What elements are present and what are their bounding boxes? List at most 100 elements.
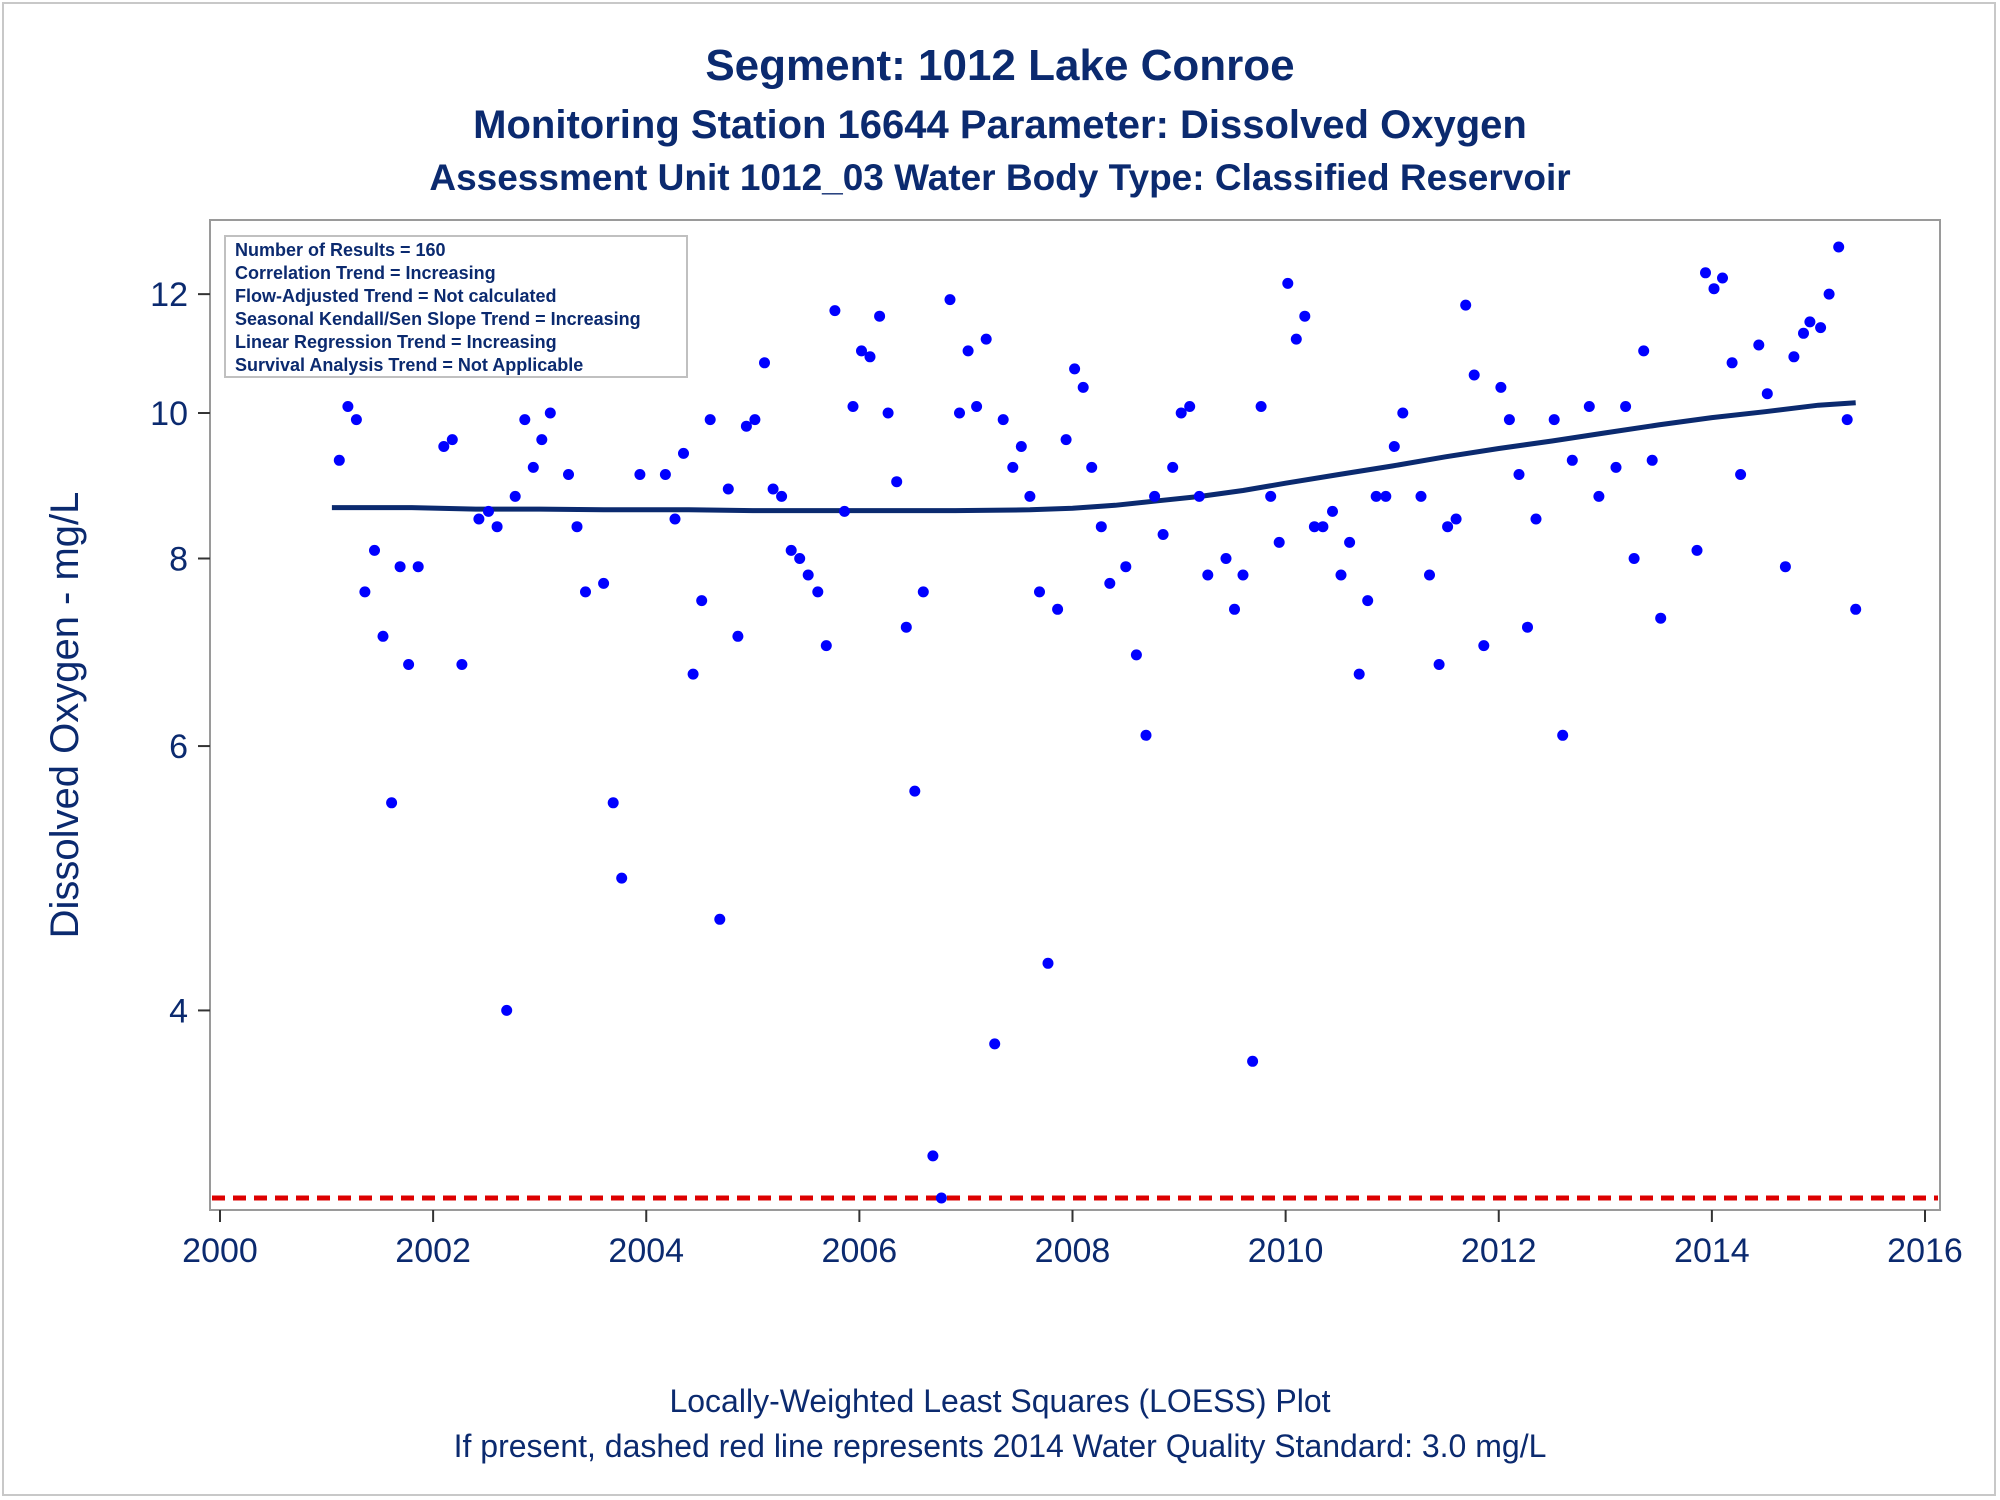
data-point bbox=[820, 640, 832, 652]
data-point bbox=[1220, 553, 1232, 564]
data-point bbox=[1069, 363, 1081, 375]
data-point bbox=[1478, 640, 1490, 652]
x-tick-label: 2000 bbox=[182, 1232, 258, 1270]
data-point bbox=[456, 659, 468, 670]
data-point bbox=[403, 659, 415, 670]
y-axis-label: Dissolved Oxygen - mg/L bbox=[43, 492, 87, 939]
data-point bbox=[980, 333, 992, 345]
data-point bbox=[1691, 544, 1703, 556]
axes: 2000 2002 2004 2006 2008 2010 2012 2014 2016 4 6 8 1… bbox=[150, 276, 1963, 1270]
data-point bbox=[634, 469, 646, 480]
stat-correlation-trend: Correlation Trend = Increasing bbox=[235, 263, 496, 283]
data-point bbox=[776, 490, 788, 502]
data-point bbox=[944, 294, 956, 306]
chart-subtitle-assessment: Assessment Unit 1012_03 Water Body Type:… bbox=[429, 157, 1570, 198]
data-point bbox=[607, 797, 619, 809]
data-point bbox=[438, 441, 450, 452]
x-tick-label: 2006 bbox=[822, 1232, 898, 1270]
data-point bbox=[473, 513, 485, 525]
data-point bbox=[722, 483, 734, 495]
data-point bbox=[1184, 401, 1196, 412]
data-point bbox=[446, 434, 458, 446]
y-tick-label: 12 bbox=[150, 276, 188, 314]
data-point bbox=[1753, 339, 1765, 351]
data-point bbox=[1566, 454, 1578, 466]
data-point bbox=[864, 351, 876, 363]
data-point bbox=[1726, 357, 1738, 369]
data-point bbox=[1841, 414, 1853, 426]
stat-survival-analysis-trend: Survival Analysis Trend = Not Applicable bbox=[235, 355, 583, 375]
x-tick-label: 2008 bbox=[1035, 1232, 1111, 1270]
data-point bbox=[882, 407, 894, 419]
data-point bbox=[678, 447, 689, 459]
data-point bbox=[749, 414, 761, 426]
data-point bbox=[1530, 513, 1542, 525]
data-point bbox=[1779, 561, 1791, 573]
data-point bbox=[1237, 569, 1249, 581]
chart-subtitle-station: Monitoring Station 16644 Parameter: Diss… bbox=[473, 103, 1527, 147]
data-point bbox=[1798, 327, 1809, 339]
data-point bbox=[350, 414, 362, 426]
data-point bbox=[1157, 529, 1169, 540]
x-tick-label: 2002 bbox=[395, 1232, 471, 1270]
data-point bbox=[1086, 461, 1098, 473]
loess-group bbox=[331, 400, 1856, 514]
data-point bbox=[1308, 521, 1320, 533]
data-point bbox=[1282, 277, 1294, 289]
data-point bbox=[1610, 461, 1622, 473]
y-tick-label: 6 bbox=[169, 728, 188, 766]
data-point bbox=[1034, 586, 1045, 598]
data-point bbox=[829, 305, 841, 317]
data-point bbox=[659, 469, 671, 480]
data-point bbox=[1522, 621, 1533, 633]
data-point bbox=[1362, 595, 1374, 607]
data-point bbox=[1717, 272, 1728, 284]
data-point bbox=[536, 434, 548, 446]
data-point bbox=[1815, 322, 1827, 334]
data-point bbox=[1353, 668, 1365, 680]
data-point bbox=[1823, 288, 1835, 300]
data-point bbox=[1024, 490, 1036, 502]
stats-box-frame bbox=[224, 235, 688, 378]
points-group bbox=[326, 241, 1862, 1204]
y-tick-label: 10 bbox=[150, 395, 188, 433]
stat-flow-adjusted-trend: Flow-Adjusted Trend = Not calculated bbox=[235, 286, 557, 306]
data-point bbox=[1708, 283, 1720, 295]
data-point bbox=[954, 407, 965, 419]
data-point bbox=[377, 630, 389, 642]
data-point bbox=[740, 420, 752, 432]
data-point bbox=[580, 586, 591, 598]
data-point bbox=[1433, 659, 1445, 670]
data-point bbox=[1620, 401, 1632, 412]
data-point bbox=[527, 461, 539, 473]
data-point bbox=[1255, 401, 1267, 412]
data-point bbox=[917, 586, 929, 598]
data-point bbox=[1104, 577, 1116, 589]
stat-linear-regression-trend: Linear Regression Trend = Increasing bbox=[235, 332, 557, 352]
data-point bbox=[1655, 612, 1667, 624]
data-point bbox=[563, 469, 574, 480]
data-point bbox=[696, 595, 708, 607]
data-point bbox=[1761, 388, 1773, 400]
chart-title: Segment: 1012 Lake Conroe bbox=[705, 41, 1294, 90]
data-point bbox=[333, 454, 345, 466]
data-point bbox=[900, 621, 912, 633]
data-point bbox=[501, 1004, 513, 1016]
stat-seasonal-kendall-trend: Seasonal Kendall/Sen Slope Trend = Incre… bbox=[235, 309, 641, 329]
data-point bbox=[1583, 401, 1595, 412]
data-point bbox=[483, 505, 494, 517]
data-point bbox=[1120, 561, 1132, 573]
data-point bbox=[891, 476, 903, 488]
data-point bbox=[359, 586, 371, 598]
data-point bbox=[839, 505, 850, 517]
data-point bbox=[1149, 490, 1161, 502]
data-point bbox=[997, 414, 1009, 426]
footnote-standard: If present, dashed red line represents 2… bbox=[454, 1428, 1547, 1464]
plot-area bbox=[209, 219, 1941, 1211]
data-point bbox=[794, 553, 806, 564]
data-point bbox=[1388, 441, 1400, 452]
y-tick-label: 4 bbox=[169, 992, 188, 1030]
data-point bbox=[1503, 414, 1515, 426]
data-point bbox=[669, 513, 681, 525]
